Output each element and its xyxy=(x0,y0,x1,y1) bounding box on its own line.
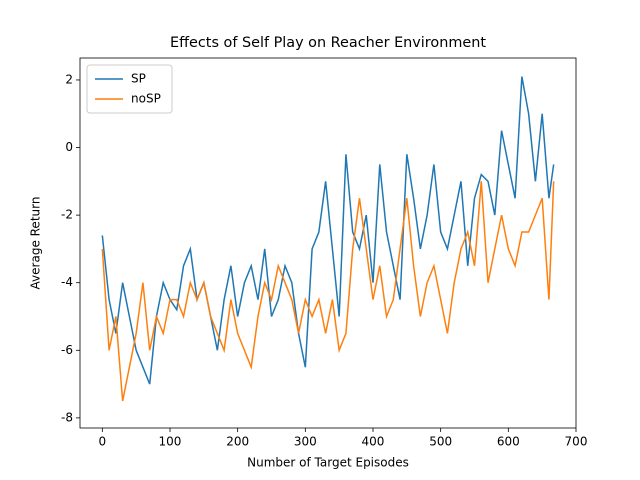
x-tick-label: 0 xyxy=(99,435,107,449)
y-tick-label: 0 xyxy=(65,140,73,154)
y-tick-label: -4 xyxy=(61,275,73,289)
x-tick-label: 500 xyxy=(429,435,452,449)
x-tick-label: 200 xyxy=(226,435,249,449)
y-tick-label: 2 xyxy=(65,72,73,86)
series-line xyxy=(101,76,555,385)
y-tick-label: -8 xyxy=(61,410,73,424)
x-tick-label: 300 xyxy=(294,435,317,449)
y-axis-label: Average Return xyxy=(29,197,43,290)
x-tick-label: 100 xyxy=(159,435,182,449)
x-tick-label: 600 xyxy=(497,435,520,449)
chart-title: Effects of Self Play on Reacher Environm… xyxy=(170,35,486,51)
x-tick-label: 400 xyxy=(362,435,385,449)
x-axis-label: Number of Target Episodes xyxy=(247,456,409,470)
y-tick-label: -6 xyxy=(61,343,73,357)
y-tick-label: -2 xyxy=(61,208,73,222)
legend-box xyxy=(86,64,173,114)
legend-label: noSP xyxy=(131,92,161,106)
plot-frame xyxy=(79,57,577,429)
legend-label: SP xyxy=(131,72,146,86)
series-line xyxy=(101,181,555,402)
x-tick-label: 700 xyxy=(565,435,588,449)
